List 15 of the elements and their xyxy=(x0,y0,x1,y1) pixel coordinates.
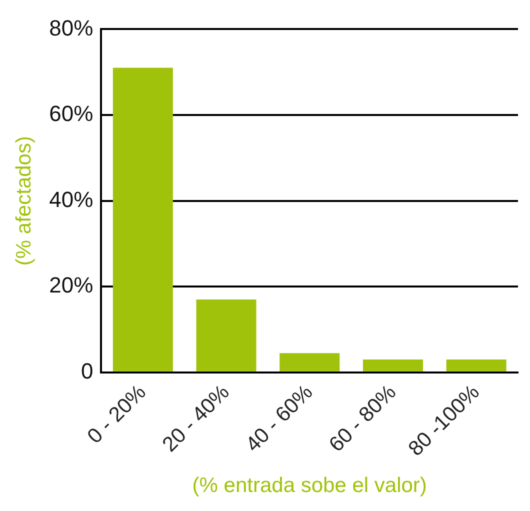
y-tick-label: 40% xyxy=(49,186,94,212)
bar xyxy=(112,68,173,372)
bar xyxy=(280,353,340,372)
y-tick-label: 20% xyxy=(49,272,94,298)
x-tick-label: 40 - 60% xyxy=(242,380,318,456)
y-tick-label: 60% xyxy=(49,101,94,126)
y-tick-label: 80% xyxy=(49,15,94,40)
bar xyxy=(446,360,506,372)
y-tick-label: 0 xyxy=(80,358,94,384)
y-axis-title: (% afectados) xyxy=(12,136,36,266)
x-tick-label: 20 - 40% xyxy=(158,380,234,456)
x-axis-title: (% entrada sobe el valor) xyxy=(192,474,427,498)
bar xyxy=(362,360,423,372)
bar xyxy=(196,299,256,372)
x-tick-label: 60 - 80% xyxy=(324,380,401,456)
